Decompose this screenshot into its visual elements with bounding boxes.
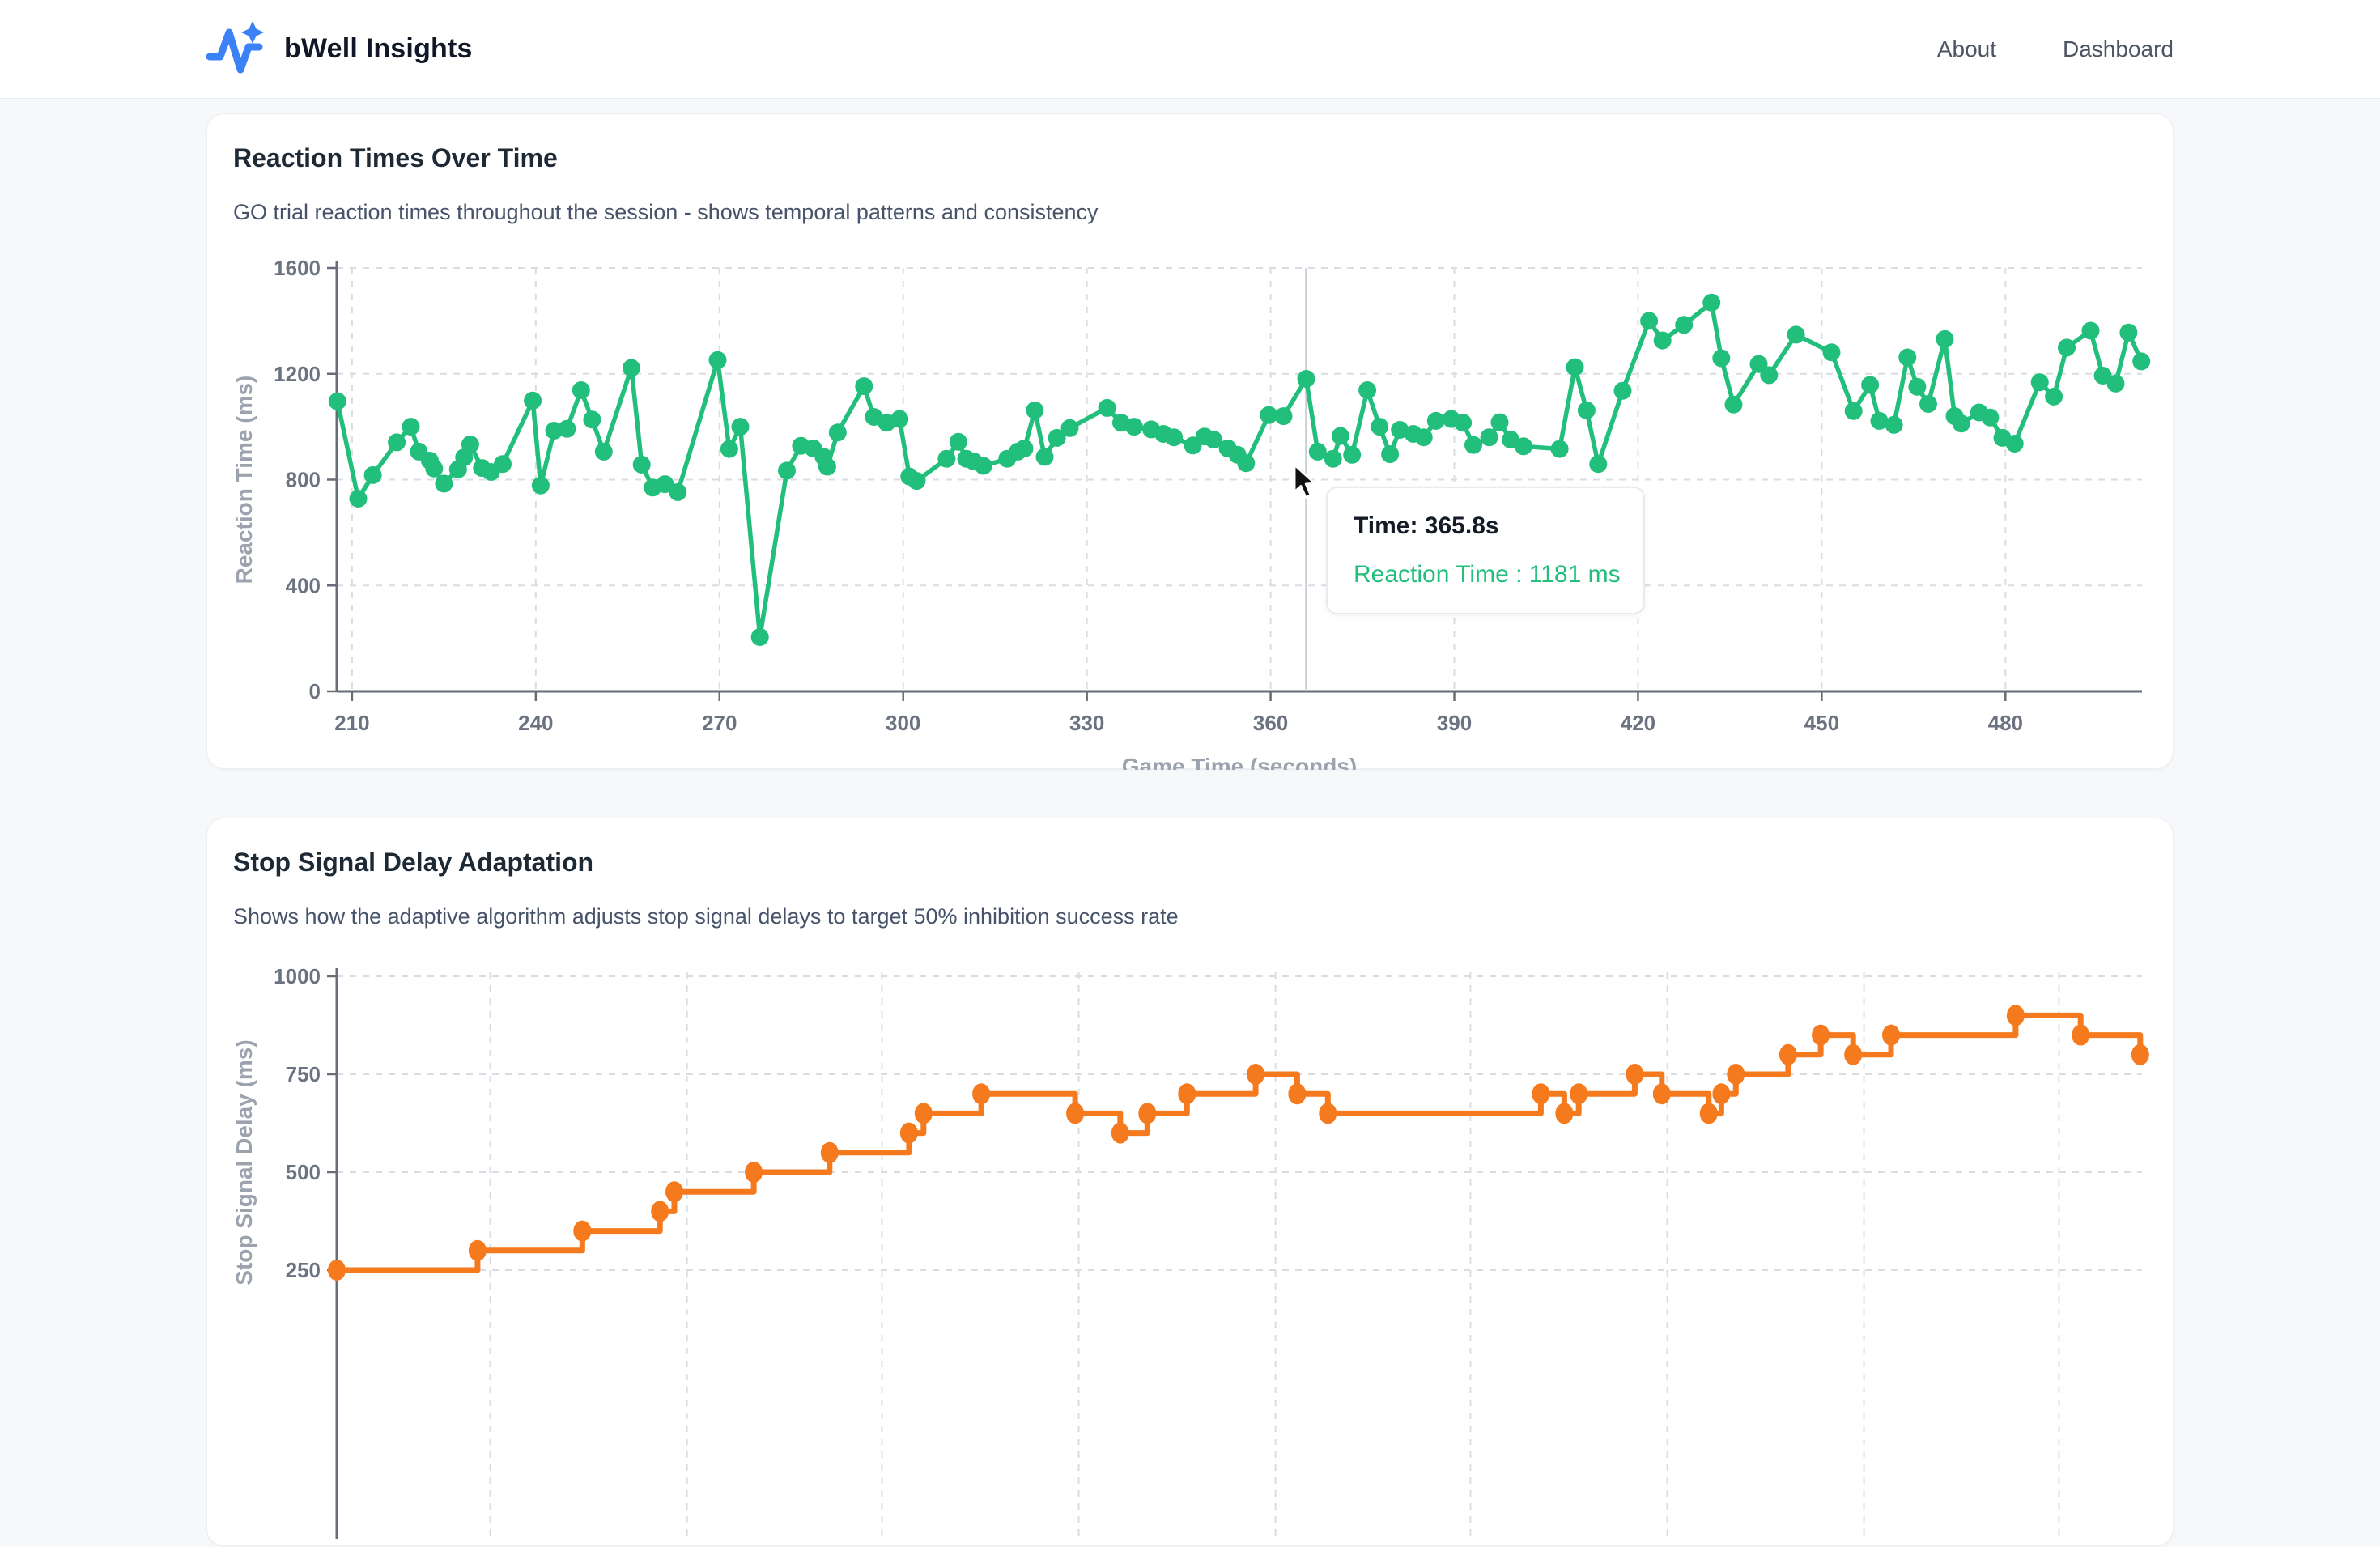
reaction-times-chart[interactable]: 210 240 270 300 330 360 390 420 450 480 0 400 800 120… — [207, 114, 2174, 770]
pulse-logo-icon — [206, 20, 264, 73]
svg-text:0: 0 — [309, 679, 321, 703]
svg-text:Reaction Time (ms): Reaction Time (ms) — [232, 376, 257, 584]
svg-text:1000: 1000 — [274, 964, 321, 988]
svg-text:750: 750 — [286, 1062, 321, 1086]
svg-text:250: 250 — [286, 1258, 321, 1282]
chart-tooltip: Time: 365.8s Reaction Time : 1181 ms — [1326, 487, 1645, 614]
ssd-card-subtitle: Shows how the adaptive algorithm adjusts… — [233, 904, 1179, 929]
main-nav: About Dashboard — [1937, 36, 2174, 62]
svg-text:360: 360 — [1253, 711, 1288, 735]
nav-link-about[interactable]: About — [1936, 36, 1997, 62]
svg-text:1200: 1200 — [274, 362, 321, 386]
brand: bWell Insights — [206, 20, 473, 79]
ssd-card-title: Stop Signal Delay Adaptation — [233, 848, 594, 877]
app-header: bWell Insights About Dashboard — [0, 0, 2380, 99]
svg-text:480: 480 — [1988, 711, 2023, 735]
ssd-card: Stop Signal Delay Adaptation Shows how t… — [206, 818, 2174, 1546]
svg-text:800: 800 — [286, 468, 321, 492]
reaction-card-subtitle: GO trial reaction times throughout the s… — [233, 200, 1099, 224]
mouse-cursor-icon — [1293, 464, 1316, 499]
svg-text:420: 420 — [1621, 711, 1655, 735]
reaction-card-title: Reaction Times Over Time — [233, 143, 558, 172]
svg-text:400: 400 — [286, 573, 321, 597]
svg-text:270: 270 — [702, 711, 737, 735]
svg-text:300: 300 — [886, 711, 920, 735]
dashboard-main: Reaction Times Over Time GO trial reacti… — [206, 113, 2174, 1546]
svg-text:500: 500 — [286, 1160, 321, 1184]
svg-text:Game Time (seconds): Game Time (seconds) — [1122, 754, 1357, 770]
tooltip-time: Time: 365.8s — [1354, 512, 1499, 539]
svg-text:210: 210 — [334, 711, 369, 735]
svg-text:1600: 1600 — [274, 256, 321, 280]
ssd-chart[interactable]: 250 500 750 1000 Stop Signal Delay (ms) — [207, 818, 2174, 1547]
svg-text:450: 450 — [1804, 711, 1839, 735]
svg-text:390: 390 — [1437, 711, 1472, 735]
svg-text:330: 330 — [1069, 711, 1104, 735]
svg-text:240: 240 — [518, 711, 553, 735]
nav-link-dashboard[interactable]: Dashboard — [2063, 36, 2174, 62]
tooltip-value: Reaction Time : 1181 ms — [1354, 561, 1621, 588]
brand-title: bWell Insights — [284, 33, 473, 64]
reaction-times-card: Reaction Times Over Time GO trial reacti… — [206, 113, 2174, 770]
svg-text:Stop Signal Delay (ms): Stop Signal Delay (ms) — [232, 1039, 257, 1285]
